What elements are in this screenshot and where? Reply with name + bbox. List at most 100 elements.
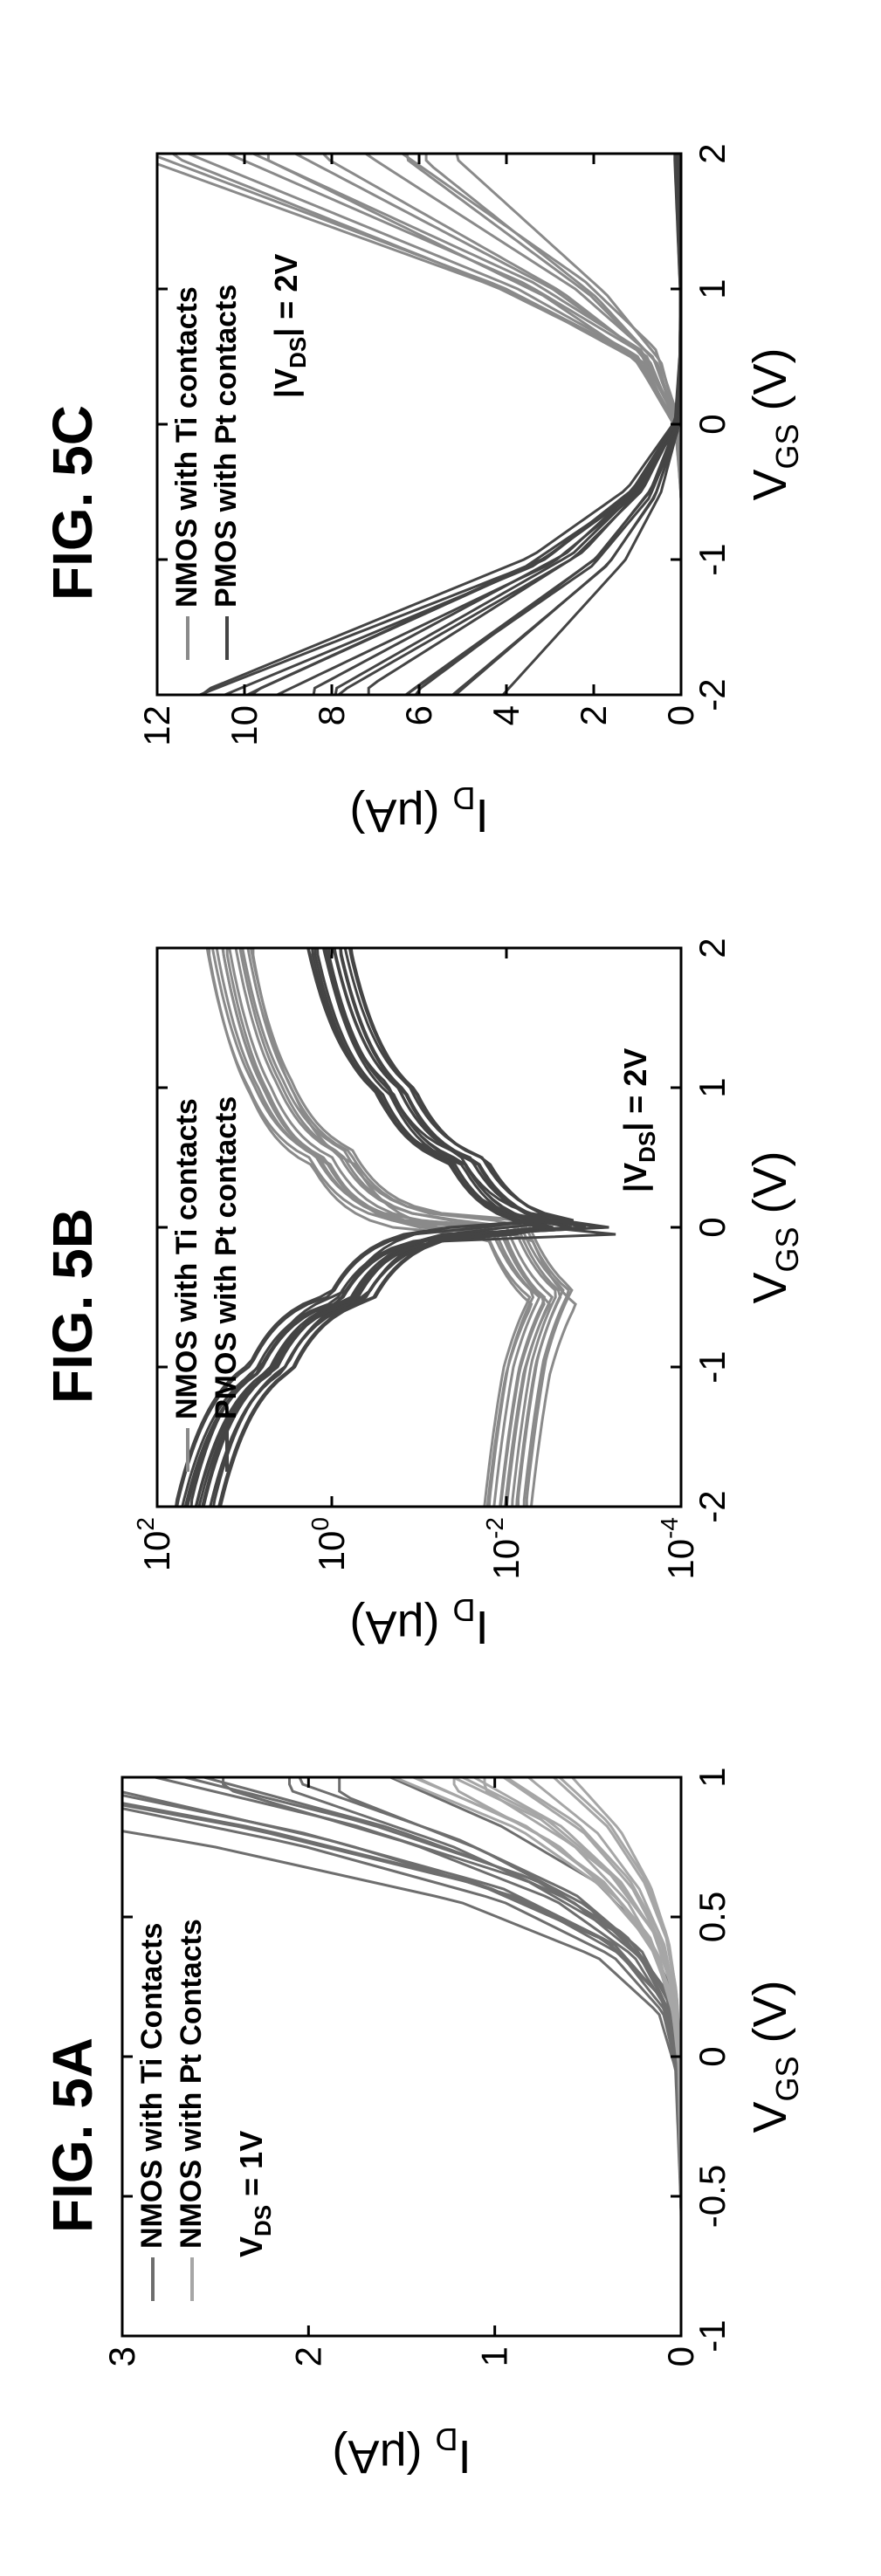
x-axis-label-main: V xyxy=(744,469,796,500)
annotation-rest: | = 2V xyxy=(268,254,305,337)
series-line-pmos xyxy=(199,154,681,695)
y-tick-label: 0 xyxy=(660,705,701,725)
x-axis-label-main: V xyxy=(744,1272,796,1303)
annotation-sub: DS xyxy=(250,2205,276,2236)
annotation-pre: |V xyxy=(268,368,305,398)
x-tick-text: -1 xyxy=(692,1350,733,1383)
series-group xyxy=(175,948,616,1507)
x-tick-text: 1 xyxy=(692,1767,733,1787)
x-tick-label: 1 xyxy=(692,1077,733,1097)
x-axis-label-main: V xyxy=(744,2101,796,2133)
y-axis-label: ID (μA) xyxy=(332,2421,471,2483)
y-tick-exp: 0 xyxy=(306,1517,334,1531)
x-axis-label-unit: (V) xyxy=(744,347,796,423)
legend-label: NMOS with Ti Contacts xyxy=(135,1923,169,2249)
y-tick-text: 12 xyxy=(136,705,177,746)
y-tick-text: 8 xyxy=(311,705,352,725)
y-axis-label-sub: D xyxy=(453,780,476,816)
legend-label: PMOS with Pt contacts xyxy=(210,285,243,608)
x-axis-label-sub: GS xyxy=(769,423,805,469)
x-tick-text: -0.5 xyxy=(692,2165,733,2228)
series-line-pmos xyxy=(201,154,681,695)
y-axis-label-main: I xyxy=(458,2430,471,2483)
x-tick-label: 0 xyxy=(692,1217,733,1237)
x-axis-label: VGS (V) xyxy=(744,1151,805,1303)
x-tick-label: -1 xyxy=(692,2319,733,2352)
y-axis-label: ID (μA) xyxy=(349,780,488,841)
series-line-nmos xyxy=(225,948,552,1507)
y-axis-label-unit: (μA) xyxy=(332,2430,435,2483)
y-axis-label-main: I xyxy=(476,789,489,841)
legend-label-text: NMOS with Pt Contacts xyxy=(175,1919,208,2249)
y-tick-label: 100 xyxy=(306,1517,352,1571)
y-tick-label: 3 xyxy=(101,2346,142,2366)
y-tick-text: 0 xyxy=(660,705,701,725)
y-tick-base: 10 xyxy=(311,1531,352,1572)
y-tick-label: 2 xyxy=(287,2346,328,2366)
y-tick-base: 10 xyxy=(136,1531,177,1572)
y-axis-label-main: I xyxy=(476,1601,489,1653)
y-tick-text: 3 xyxy=(101,2346,142,2366)
annotation-rest: = 1V xyxy=(233,2131,269,2205)
figure-title: FIG. 5B xyxy=(41,1208,104,1404)
y-tick-label: 1 xyxy=(474,2346,515,2366)
legend-label: PMOS with Pt contacts xyxy=(210,1096,243,1419)
figure-title-text: FIG. 5C xyxy=(41,405,104,601)
series-line-pt xyxy=(483,1777,681,2336)
x-axis-label-unit: (V) xyxy=(744,1980,796,2056)
x-tick-text: -1 xyxy=(692,2319,733,2352)
series-line-pmos xyxy=(202,948,605,1507)
x-tick-label: -1 xyxy=(692,543,733,575)
x-tick-label: 2 xyxy=(692,938,733,958)
series-line-pmos xyxy=(186,948,548,1507)
y-tick-text: 2 xyxy=(573,705,614,725)
legend-label-text: NMOS with Ti Contacts xyxy=(135,1923,169,2249)
x-tick-label: 1 xyxy=(692,1767,733,1787)
y-axis-label-unit: (μA) xyxy=(349,1601,452,1653)
y-tick-text: 1 xyxy=(474,2346,515,2366)
series-line-nmos xyxy=(188,154,681,695)
figure-title: FIG. 5C xyxy=(41,405,104,601)
y-tick-label: 6 xyxy=(398,705,439,725)
y-tick-exp: -2 xyxy=(481,1517,508,1539)
x-tick-text: -2 xyxy=(692,1490,733,1522)
y-tick-text: 6 xyxy=(398,705,439,725)
series-line-pt xyxy=(527,1777,681,2336)
y-axis-label-sub: D xyxy=(436,2421,458,2457)
x-tick-text: 2 xyxy=(692,143,733,163)
x-tick-text: -1 xyxy=(692,543,733,575)
x-tick-text: 0 xyxy=(692,2046,733,2066)
y-tick-label: 12 xyxy=(136,705,177,746)
y-axis-label: ID (μA) xyxy=(349,1592,488,1653)
legend-label: NMOS with Ti contacts xyxy=(170,286,203,608)
figure-title-text: FIG. 5B xyxy=(41,1208,104,1404)
series-line-pt xyxy=(462,1777,681,2336)
x-tick-label: -2 xyxy=(692,1490,733,1522)
x-tick-label: -1 xyxy=(692,1350,733,1383)
annotation-main: V xyxy=(233,2236,269,2257)
annotation-label: |VDS| = 2V xyxy=(268,254,311,398)
y-tick-label: 0 xyxy=(660,2346,701,2366)
x-tick-label: 0.5 xyxy=(692,1892,733,1942)
y-tick-label: 10 xyxy=(224,705,265,746)
y-tick-label: 10-4 xyxy=(656,1517,701,1580)
x-tick-text: -2 xyxy=(692,678,733,711)
legend-label: NMOS with Ti contacts xyxy=(170,1098,203,1419)
annotation-pre: |V xyxy=(617,1163,654,1192)
x-axis-label-sub: GS xyxy=(769,1226,805,1272)
y-axis-label-sub: D xyxy=(453,1592,476,1628)
series-line-pt xyxy=(452,1777,681,2336)
legend-label: NMOS with Pt Contacts xyxy=(175,1919,208,2249)
legend-label-text: PMOS with Pt contacts xyxy=(210,285,243,608)
series-line-nmos xyxy=(424,154,681,695)
x-tick-label: 0 xyxy=(692,414,733,434)
annotation-sub: DS xyxy=(285,337,311,368)
legend-label-text: NMOS with Ti contacts xyxy=(170,286,203,608)
y-tick-text: 2 xyxy=(287,2346,328,2366)
x-tick-text: 1 xyxy=(692,278,733,299)
